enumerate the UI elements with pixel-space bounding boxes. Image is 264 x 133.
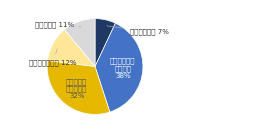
Text: あまり把握
していない
32%: あまり把握 していない 32%	[66, 78, 87, 99]
Wedge shape	[95, 19, 115, 66]
Wedge shape	[47, 61, 110, 114]
Text: 把握している 7%: 把握している 7%	[107, 26, 168, 35]
Wedge shape	[95, 23, 143, 112]
Text: わからない 11%: わからない 11%	[35, 21, 81, 28]
Text: 把握していない 12%: 把握していない 12%	[29, 49, 77, 66]
Text: だいたい把握
している
38%: だいたい把握 している 38%	[110, 58, 135, 79]
Wedge shape	[64, 19, 95, 66]
Wedge shape	[48, 30, 95, 66]
